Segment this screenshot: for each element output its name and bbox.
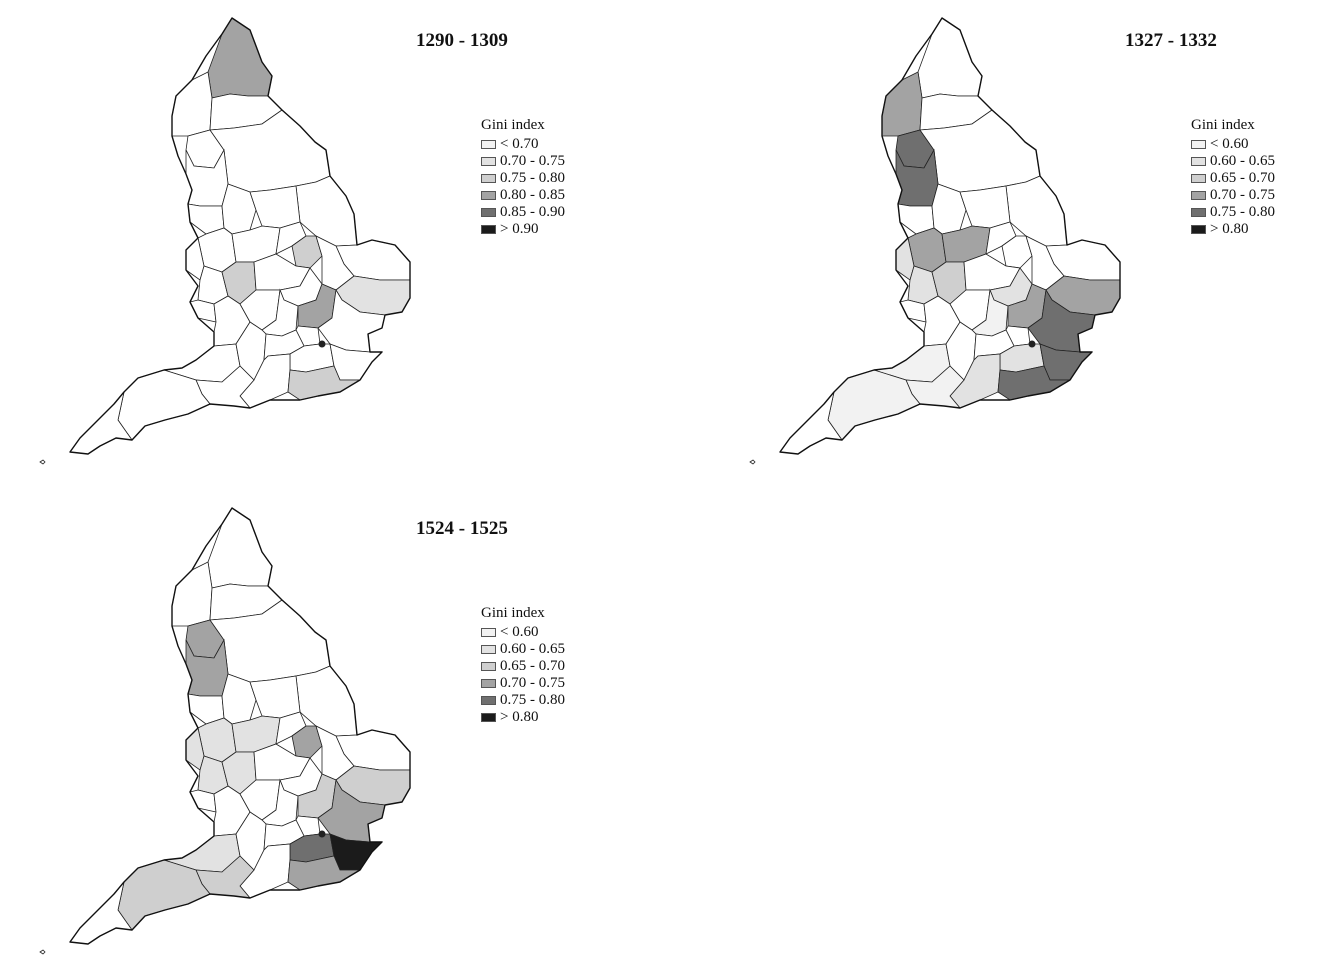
coastline-outline [779, 17, 1121, 455]
coastline-outline [69, 17, 411, 455]
legend: Gini index < 0.60 0.60 - 0.65 0.65 - 0.70 0… [481, 605, 565, 726]
legend-label: 0.60 - 0.65 [500, 641, 565, 657]
legend-swatch [1191, 140, 1206, 149]
map-title: 1524 - 1525 [416, 518, 508, 539]
legend-title: Gini index [481, 605, 545, 621]
legend-label: 0.75 - 0.80 [500, 692, 565, 708]
legend-label: 0.65 - 0.70 [500, 658, 565, 674]
legend-swatch [1191, 225, 1206, 234]
legend-title: Gini index [481, 117, 545, 133]
legend-item: > 0.90 [481, 221, 565, 238]
legend-swatch [481, 140, 496, 149]
legend-label: 0.75 - 0.80 [500, 170, 565, 186]
county-nottingham [249, 185, 301, 229]
england-map [749, 17, 1121, 465]
county-cumberland [881, 71, 923, 137]
legend: Gini index < 0.70 0.70 - 0.75 0.75 - 0.80 0… [481, 117, 565, 238]
legend-swatch [481, 174, 496, 183]
legend-swatch [1191, 191, 1206, 200]
county-devon [827, 369, 921, 441]
legend-swatch [481, 696, 496, 705]
legend-item: 0.75 - 0.80 [1191, 204, 1275, 221]
legend-label: > 0.80 [500, 709, 539, 725]
legend-item: 0.85 - 0.90 [481, 204, 565, 221]
legend-swatch [481, 628, 496, 637]
legend-item: 0.60 - 0.65 [1191, 153, 1275, 170]
legend-title: Gini index [1191, 117, 1255, 133]
london-marker [318, 830, 326, 838]
legend-item: 0.65 - 0.70 [481, 658, 565, 675]
legend-label: < 0.70 [500, 136, 539, 152]
county-devon [117, 859, 211, 931]
county-cumberland [171, 561, 213, 627]
legend-label: < 0.60 [500, 624, 539, 640]
legend-item: 0.70 - 0.75 [1191, 187, 1275, 204]
county-northumberland [207, 507, 273, 589]
county-cumberland [171, 71, 213, 137]
map-panel-2: 1327 - 1332 Gini index < 0.60 0.60 - 0.65… [710, 0, 1330, 470]
county-nottingham [249, 675, 301, 719]
legend-swatch [1191, 174, 1206, 183]
legend-item: 0.70 - 0.75 [481, 675, 565, 692]
legend-label: < 0.60 [1210, 136, 1249, 152]
legend-label: 0.85 - 0.90 [500, 204, 565, 220]
legend-label: 0.60 - 0.65 [1210, 153, 1275, 169]
legend-label: 0.70 - 0.75 [500, 675, 565, 691]
legend-label: > 0.80 [1210, 221, 1249, 237]
legend-swatch [1191, 157, 1206, 166]
map-title: 1290 - 1309 [416, 30, 508, 51]
legend-item: 0.65 - 0.70 [1191, 170, 1275, 187]
scilly-isles [39, 949, 46, 955]
county-northumberland [917, 17, 983, 99]
england-map [39, 17, 411, 465]
county-nottingham [959, 185, 1011, 229]
legend-item: 0.60 - 0.65 [481, 641, 565, 658]
legend-item: < 0.70 [481, 136, 565, 153]
london-marker [1028, 340, 1036, 348]
coastline-outline [69, 507, 411, 945]
legend-item: 0.80 - 0.85 [481, 187, 565, 204]
legend-label: 0.75 - 0.80 [1210, 204, 1275, 220]
legend-swatch [481, 662, 496, 671]
legend-item: 0.75 - 0.80 [481, 170, 565, 187]
legend-item: 0.70 - 0.75 [481, 153, 565, 170]
legend-swatch [481, 713, 496, 722]
legend-item: > 0.80 [1191, 221, 1275, 238]
scilly-isles [39, 459, 46, 465]
london-marker [318, 340, 326, 348]
legend-swatch [481, 225, 496, 234]
legend-swatch [481, 208, 496, 217]
legend-label: 0.70 - 0.75 [500, 153, 565, 169]
legend-item: 0.75 - 0.80 [481, 692, 565, 709]
legend-swatch [481, 191, 496, 200]
legend: Gini index < 0.60 0.60 - 0.65 0.65 - 0.70 0… [1191, 117, 1275, 238]
legend-label: > 0.90 [500, 221, 539, 237]
county-devon [117, 369, 211, 441]
england-map [39, 507, 411, 955]
legend-swatch [481, 679, 496, 688]
map-panel-3: 1524 - 1525 Gini index < 0.60 0.60 - 0.65… [0, 490, 620, 960]
legend-label: 0.65 - 0.70 [1210, 170, 1275, 186]
legend-swatch [481, 157, 496, 166]
legend-swatch [1191, 208, 1206, 217]
legend-item: > 0.80 [481, 709, 565, 726]
legend-item: < 0.60 [481, 624, 565, 641]
legend-label: 0.70 - 0.75 [1210, 187, 1275, 203]
legend-item: < 0.60 [1191, 136, 1275, 153]
map-title: 1327 - 1332 [1125, 30, 1217, 51]
legend-swatch [481, 645, 496, 654]
map-panel-1: 1290 - 1309 Gini index < 0.70 0.70 - 0.75… [0, 0, 620, 470]
scilly-isles [749, 459, 756, 465]
legend-label: 0.80 - 0.85 [500, 187, 565, 203]
county-northumberland [207, 17, 273, 99]
